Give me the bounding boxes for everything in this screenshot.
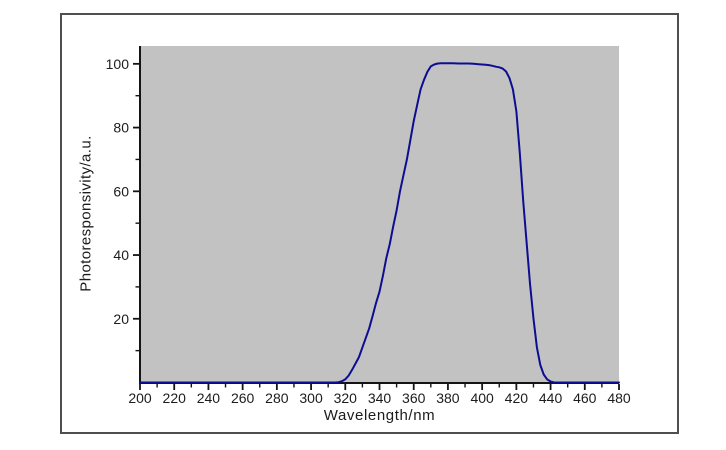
x-tick-label: 480 [607,390,631,406]
x-tick-label: 280 [265,390,289,406]
x-tick-label: 340 [368,390,392,406]
y-axis-title: Photoresponsivity/a.u. [77,135,95,292]
y-tick-label: 20 [113,311,129,327]
x-tick-label: 400 [470,390,494,406]
y-tick-label: 60 [113,183,129,199]
x-tick-label: 440 [539,390,563,406]
x-tick-label: 460 [573,390,597,406]
x-tick-label: 240 [197,390,221,406]
response-curve [139,62,620,384]
y-tick-label: 100 [106,56,130,72]
y-tick-label: 40 [113,247,129,263]
x-tick-label: 380 [436,390,460,406]
x-tick-label: 360 [402,390,426,406]
x-tick-label: 260 [231,390,255,406]
x-tick-label: 200 [128,390,152,406]
y-tick-label: 80 [113,120,129,136]
x-tick-label: 220 [163,390,187,406]
plot-area [140,46,619,383]
x-tick-label: 320 [334,390,358,406]
x-tick-label: 300 [299,390,323,406]
x-axis-title: Wavelength/nm [323,407,436,424]
x-tick-label: 420 [505,390,529,406]
